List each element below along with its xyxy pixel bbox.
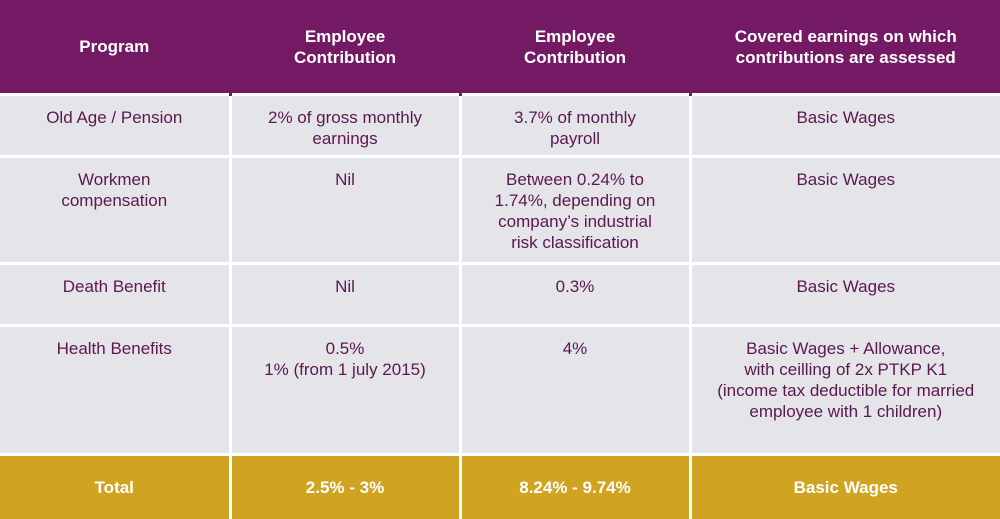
table-body: Old Age / Pension 2% of gross monthly ea… xyxy=(0,93,1000,455)
cell-covered: Basic Wages xyxy=(688,155,1000,264)
cell-line: 1.74%, depending on xyxy=(494,191,656,210)
header-line: Contribution xyxy=(524,47,626,67)
cell-employer: Between 0.24% to 1.74%, depending on com… xyxy=(458,155,690,264)
cell-line: earnings xyxy=(312,129,378,148)
cell-program: Old Age / Pension xyxy=(0,93,230,157)
cell-covered: Basic Wages + Allowance, with ceilling o… xyxy=(688,324,1000,455)
cell-line: Between 0.24% to xyxy=(506,170,644,189)
cell-line: 4% xyxy=(562,339,588,358)
cell-line: Health Benefits xyxy=(56,339,172,358)
total-covered: Basic Wages xyxy=(688,453,1000,519)
header-employer-contribution: Employee Contribution xyxy=(458,0,690,95)
header-line: contributions are assessed xyxy=(735,47,956,67)
cell-line: 3.7% of monthly xyxy=(514,108,636,127)
cell-employer: 4% xyxy=(458,324,690,455)
total-employee: 2.5% - 3% xyxy=(228,453,460,519)
cell-line: risk classification xyxy=(511,233,639,252)
cell-employer: 0.3% xyxy=(458,262,690,326)
cell-line: Old Age / Pension xyxy=(46,108,183,127)
cell-program: Workmen compensation xyxy=(0,155,230,264)
cell-line: Nil xyxy=(335,170,355,189)
cell-line: Death Benefit xyxy=(62,277,166,296)
header-covered-earnings: Covered earnings on which contributions … xyxy=(688,0,1000,95)
cell-covered: Basic Wages xyxy=(688,262,1000,326)
table-header: Program Employee Contribution Employee C… xyxy=(0,0,1000,95)
cell-line: Workmen xyxy=(78,170,151,189)
total-row: Total 2.5% - 3% 8.24% - 9.74% Basic Wage… xyxy=(0,453,1000,519)
table-row: Workmen compensation Nil Between 0.24% t… xyxy=(0,155,1000,264)
cell-line: employee with 1 children) xyxy=(749,402,943,421)
cell-line: Basic Wages xyxy=(796,170,896,189)
cell-line: company’s industrial xyxy=(498,212,652,231)
cell-line: payroll xyxy=(549,129,601,148)
header-program: Program xyxy=(0,0,230,95)
total-employer: 8.24% - 9.74% xyxy=(458,453,690,519)
cell-line: 0.3% xyxy=(555,277,595,296)
cell-line: with ceilling of 2x PTKP K1 xyxy=(744,360,948,379)
table-row: Death Benefit Nil 0.3% Basic Wages xyxy=(0,262,1000,326)
table-row: Old Age / Pension 2% of gross monthly ea… xyxy=(0,93,1000,157)
cell-line: compensation xyxy=(61,191,168,210)
header-line: Employee xyxy=(534,26,616,46)
cell-line: (income tax deductible for married xyxy=(717,381,975,400)
cell-program: Death Benefit xyxy=(0,262,230,326)
cell-line: Basic Wages xyxy=(796,108,896,127)
cell-covered: Basic Wages xyxy=(688,93,1000,157)
cell-line: Nil xyxy=(335,277,355,296)
header-employee-contribution: Employee Contribution xyxy=(228,0,460,95)
cell-line: Basic Wages + Allowance, xyxy=(746,339,946,358)
table-row: Health Benefits 0.5% 1% (from 1 july 201… xyxy=(0,324,1000,455)
cell-line: 2% of gross monthly xyxy=(267,108,422,127)
header-line: Employee xyxy=(304,26,386,46)
header-row: Program Employee Contribution Employee C… xyxy=(0,0,1000,95)
cell-employer: 3.7% of monthly payroll xyxy=(458,93,690,157)
cell-program: Health Benefits xyxy=(0,324,230,455)
header-line: Covered earnings on which xyxy=(734,26,957,46)
cell-employee: Nil xyxy=(228,262,460,326)
cell-line: 0.5% xyxy=(325,339,365,358)
header-program-label: Program xyxy=(79,37,150,56)
header-line: Contribution xyxy=(294,47,396,67)
table-footer: Total 2.5% - 3% 8.24% - 9.74% Basic Wage… xyxy=(0,453,1000,519)
cell-employee: 2% of gross monthly earnings xyxy=(228,93,460,157)
cell-line: 1% (from 1 july 2015) xyxy=(264,360,426,379)
cell-employee: 0.5% 1% (from 1 july 2015) xyxy=(228,324,460,455)
cell-line: Basic Wages xyxy=(796,277,896,296)
total-program: Total xyxy=(0,453,230,519)
cell-employee: Nil xyxy=(228,155,460,264)
